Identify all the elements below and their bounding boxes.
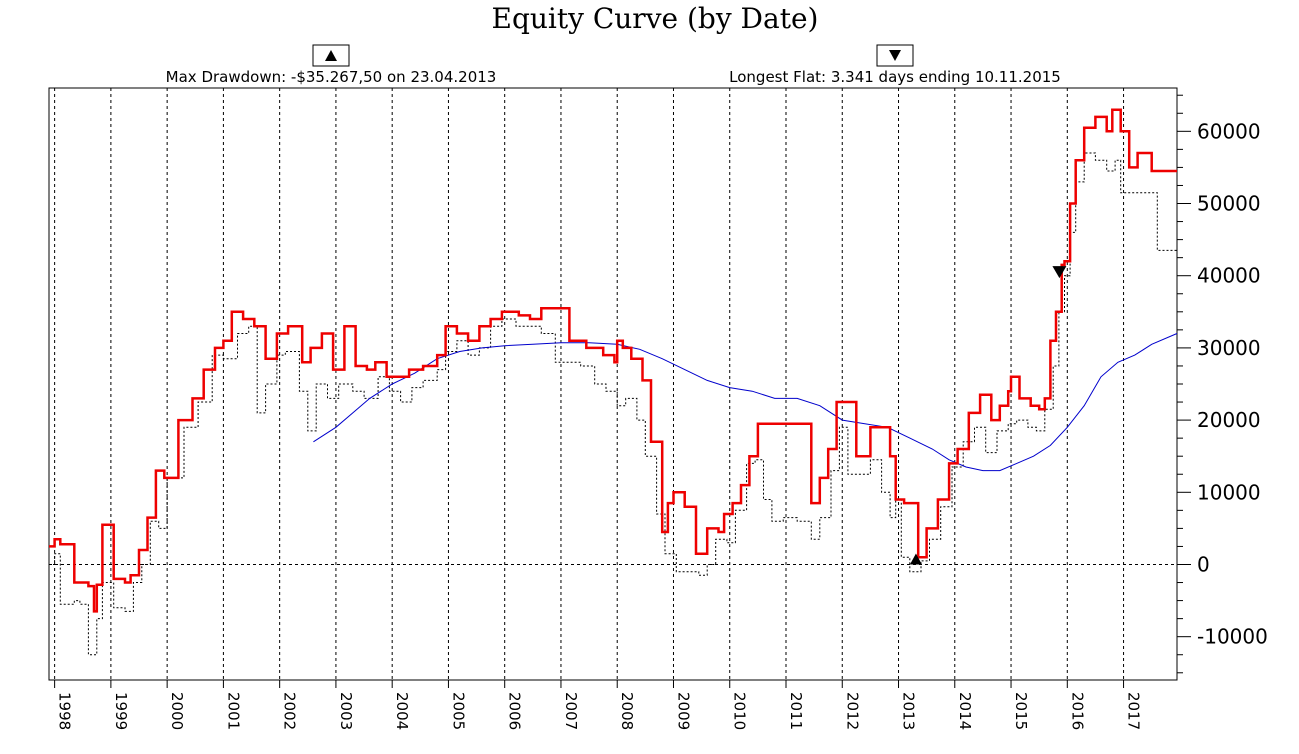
moving-average-line	[313, 333, 1178, 472]
chart-title: Equity Curve (by Date)	[492, 2, 819, 35]
x-tick-label: 2000	[168, 692, 186, 730]
y-tick-label: -10000	[1197, 625, 1268, 649]
y-axis: 60000 50000 40000 30000 20000 10000 0 -10000	[1177, 94, 1268, 674]
longest-flat-down-triangle-icon	[1052, 266, 1067, 279]
y-tick-label: 40000	[1197, 264, 1261, 288]
x-tick-label: 2017	[1125, 692, 1143, 730]
dotted-equity-line	[49, 152, 1177, 656]
y-tick-label: 0	[1197, 552, 1210, 576]
max-drawdown-up-triangle-icon	[909, 553, 922, 565]
y-tick-label: 30000	[1197, 336, 1261, 360]
max-drawdown-label: Max Drawdown: -$35.267,50 on 23.04.2013	[166, 68, 497, 86]
x-tick-label: 2013	[900, 692, 918, 730]
y-tick-label: 60000	[1197, 119, 1261, 143]
x-tick-label: 2015	[1012, 692, 1030, 730]
gridlines	[49, 88, 1177, 680]
x-tick-label: 2014	[956, 692, 974, 730]
down-triangle-icon	[889, 50, 901, 61]
x-tick-label: 1999	[112, 692, 130, 730]
up-triangle-icon	[325, 50, 337, 61]
y-tick-label: 20000	[1197, 408, 1261, 432]
x-tick-label: 2003	[337, 692, 355, 730]
x-tick-label: 2005	[449, 692, 467, 730]
series-layer	[49, 108, 1178, 656]
x-tick-label: 2009	[674, 692, 692, 730]
x-tick-label: 2010	[731, 692, 749, 730]
x-tick-label: 2001	[224, 692, 242, 730]
x-tick-label: 2008	[618, 692, 636, 730]
x-tick-label: 2002	[281, 692, 299, 730]
x-tick-label: 2012	[843, 692, 861, 730]
x-axis: 1998 1999 2000 2001 2002 2003 2004 2005 2006 2007…	[54, 680, 1143, 730]
x-tick-label: 2004	[393, 692, 411, 730]
x-tick-label: 2011	[787, 692, 805, 730]
x-tick-label: 1998	[56, 692, 74, 730]
equity-line	[49, 108, 1177, 613]
x-tick-label: 2006	[506, 692, 524, 730]
longest-flat-marker-box	[876, 44, 914, 67]
x-tick-label: 2007	[562, 692, 580, 730]
x-tick-label: 2016	[1068, 692, 1086, 730]
plot-frame	[48, 87, 1178, 681]
longest-flat-label: Longest Flat: 3.341 days ending 10.11.20…	[729, 68, 1061, 86]
max-drawdown-marker-box	[312, 44, 350, 67]
y-tick-label: 50000	[1197, 192, 1261, 216]
y-tick-label: 10000	[1197, 480, 1261, 504]
event-markers	[909, 266, 1067, 565]
